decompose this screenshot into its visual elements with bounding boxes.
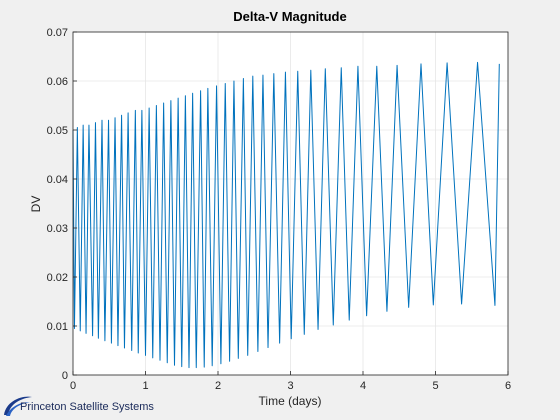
y-tick-label: 0.03 [47,223,68,235]
x-tick-label: 6 [505,380,511,392]
series-line [72,61,500,369]
x-tick-label: 2 [215,380,221,392]
y-tick-label: 0 [62,370,68,382]
y-axis-label: DV [29,196,43,213]
ticks: 0 1 2 3 4 5 6 0 0.01 0.02 0.03 0.04 0.05 0.06 0.07 [47,27,511,392]
x-tick-label: 5 [432,380,438,392]
y-tick-label: 0.06 [47,76,68,88]
swoosh-logo-icon [4,396,32,416]
y-tick-label: 0.07 [47,27,68,39]
logo-text: Princeton Satellite Systems [20,401,154,413]
series-group [72,61,500,369]
x-tick-label: 1 [142,380,148,392]
y-tick-label: 0.05 [47,125,68,137]
x-tick-label: 4 [360,380,366,392]
y-tick-label: 0.02 [47,272,68,284]
chart-title: Delta-V Magnitude [233,9,346,24]
x-tick-label: 0 [70,380,76,392]
company-logo: Princeton Satellite Systems [2,391,162,420]
x-tick-label: 3 [287,380,293,392]
y-tick-label: 0.04 [47,174,68,186]
y-tick-label: 0.01 [47,321,68,333]
x-axis-label: Time (days) [259,394,322,408]
